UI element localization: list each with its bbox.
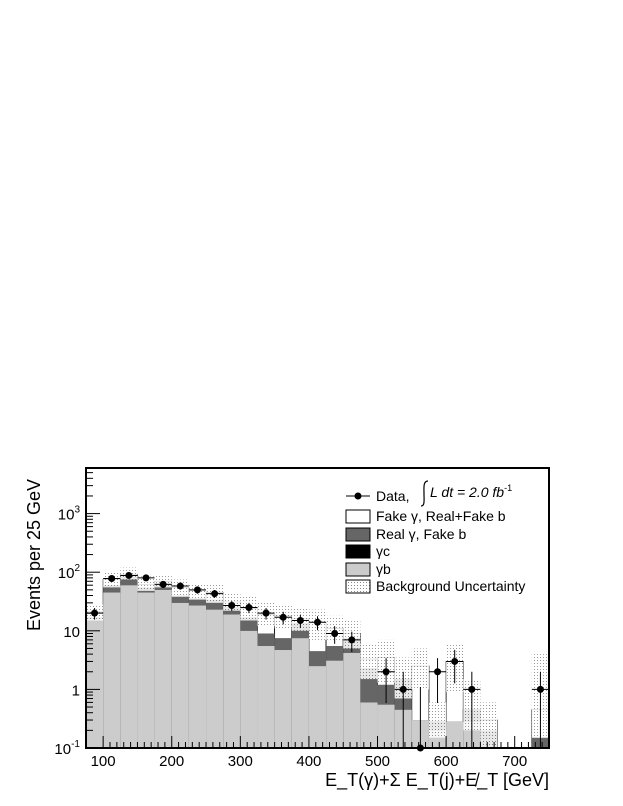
legend-entry-fake-gamma: Fake γ, Real+Fake b — [345, 508, 506, 524]
y-tick-base: 10 — [58, 507, 75, 524]
legend-lumi-text: L dt = 2.0 fb — [430, 484, 504, 500]
data-point — [228, 602, 236, 610]
legend-entry-real-gamma: Real γ, Fake b — [345, 526, 466, 542]
bar-gamma-b — [308, 666, 327, 748]
bar-gamma-b — [446, 721, 464, 748]
x-tick-label: 300 — [228, 753, 253, 770]
uncertainty-band-bin — [360, 643, 378, 680]
data-point — [108, 575, 116, 583]
y-tick-label: 102 — [58, 563, 81, 582]
y-tick-label: 103 — [58, 505, 81, 524]
bar-gamma-b — [154, 589, 172, 748]
bar-gamma-b — [377, 704, 395, 748]
data-point — [91, 609, 99, 617]
data-point — [279, 613, 287, 621]
y-axis-title: Events per 25 GeV — [24, 479, 44, 631]
legend-entry-data: Data, L dt = 2.0 fb-1 — [346, 480, 512, 507]
x-axis-title: E_T(γ)+Σ E_T(j)+E̸_T [GeV] — [325, 770, 549, 791]
legend-entry-gamma-c: γc — [345, 543, 390, 559]
legend-label-gamma-c: γc — [376, 543, 390, 559]
data-point — [314, 618, 321, 626]
data-point — [245, 603, 253, 611]
data-point — [142, 574, 150, 582]
bar-gamma-b — [240, 630, 258, 748]
legend-label-uncertainty: Background Uncertainty — [376, 578, 525, 594]
data-point — [262, 609, 270, 617]
uncertainty-band-bin — [428, 702, 447, 738]
data-point — [468, 685, 476, 693]
bar-gamma-b — [103, 592, 121, 748]
data-point — [193, 586, 201, 594]
data-point — [176, 582, 184, 590]
data-point — [451, 657, 459, 665]
legend-swatch-gamma-b — [345, 562, 371, 577]
data-point — [331, 629, 339, 637]
legend-lumi-exponent: -1 — [504, 483, 512, 493]
legend-swatch-gamma-c — [345, 544, 371, 559]
legend-lumi: L dt = 2.0 fb-1 — [430, 483, 512, 500]
data-point — [399, 685, 407, 693]
data-point — [296, 616, 304, 624]
bar-gamma-b — [171, 602, 189, 748]
bar-gamma-b — [343, 652, 361, 748]
y-tick-exponent: 2 — [74, 563, 80, 574]
bar-gamma-b — [257, 646, 275, 748]
plot-frame — [85, 467, 550, 749]
legend-entry-gamma-b: γb — [345, 561, 391, 577]
y-tick-exponent: -1 — [71, 739, 80, 750]
data-point — [382, 668, 390, 676]
data-point — [125, 571, 133, 579]
y-tick-exponent: 3 — [74, 505, 80, 516]
legend-label-real-gamma: Real γ, Fake b — [376, 526, 466, 542]
uncertainty-band-bin — [137, 576, 155, 591]
legend-swatch-uncertainty — [345, 579, 371, 594]
legend-label-data: Data, — [376, 488, 409, 504]
data-point — [536, 685, 544, 693]
y-tick-label: 1 — [72, 682, 80, 699]
data-point — [159, 580, 167, 588]
plot-area — [85, 567, 550, 752]
legend-label-gamma-b: γb — [376, 561, 391, 577]
legend-data-marker — [354, 492, 362, 500]
legend-swatch-real-gamma — [345, 527, 371, 542]
uncertainty-band-bin — [411, 648, 429, 690]
legend-entry-uncertainty: Background Uncertainty — [345, 578, 525, 594]
bar-gamma-b — [137, 592, 155, 748]
x-tick-label: 600 — [434, 753, 459, 770]
data-point — [434, 668, 442, 676]
bar-gamma-b — [120, 585, 138, 748]
bar-gamma-b — [274, 650, 292, 748]
legend-swatch-fake-gamma — [345, 509, 371, 524]
data-point — [348, 636, 356, 644]
x-tick-label: 200 — [159, 753, 184, 770]
y-tick-base: 10 — [54, 741, 71, 758]
data-point — [211, 590, 219, 598]
legend: Data, L dt = 2.0 fb-1 Fake γ, Real+Fake … — [345, 480, 525, 594]
uncertainty-band-bin — [480, 702, 498, 748]
y-tick-label: 10-1 — [54, 739, 80, 758]
bar-gamma-b — [86, 618, 104, 748]
x-tick-label: 500 — [365, 753, 390, 770]
bar-gamma-b — [291, 638, 309, 748]
y-tick-base: 10 — [58, 565, 75, 582]
x-tick-label: 400 — [296, 753, 321, 770]
x-tick-label: 100 — [91, 753, 116, 770]
y-tick-label: 10 — [63, 624, 80, 641]
bar-gamma-b — [188, 605, 207, 748]
bar-gamma-b — [206, 609, 224, 748]
legend-label-fake-gamma: Fake γ, Real+Fake b — [376, 508, 506, 524]
bar-gamma-b — [360, 702, 378, 748]
bar-gamma-b — [326, 660, 344, 748]
bar-gamma-b — [223, 614, 241, 748]
integral-sign — [420, 480, 429, 507]
x-tick-label: 700 — [502, 753, 527, 770]
